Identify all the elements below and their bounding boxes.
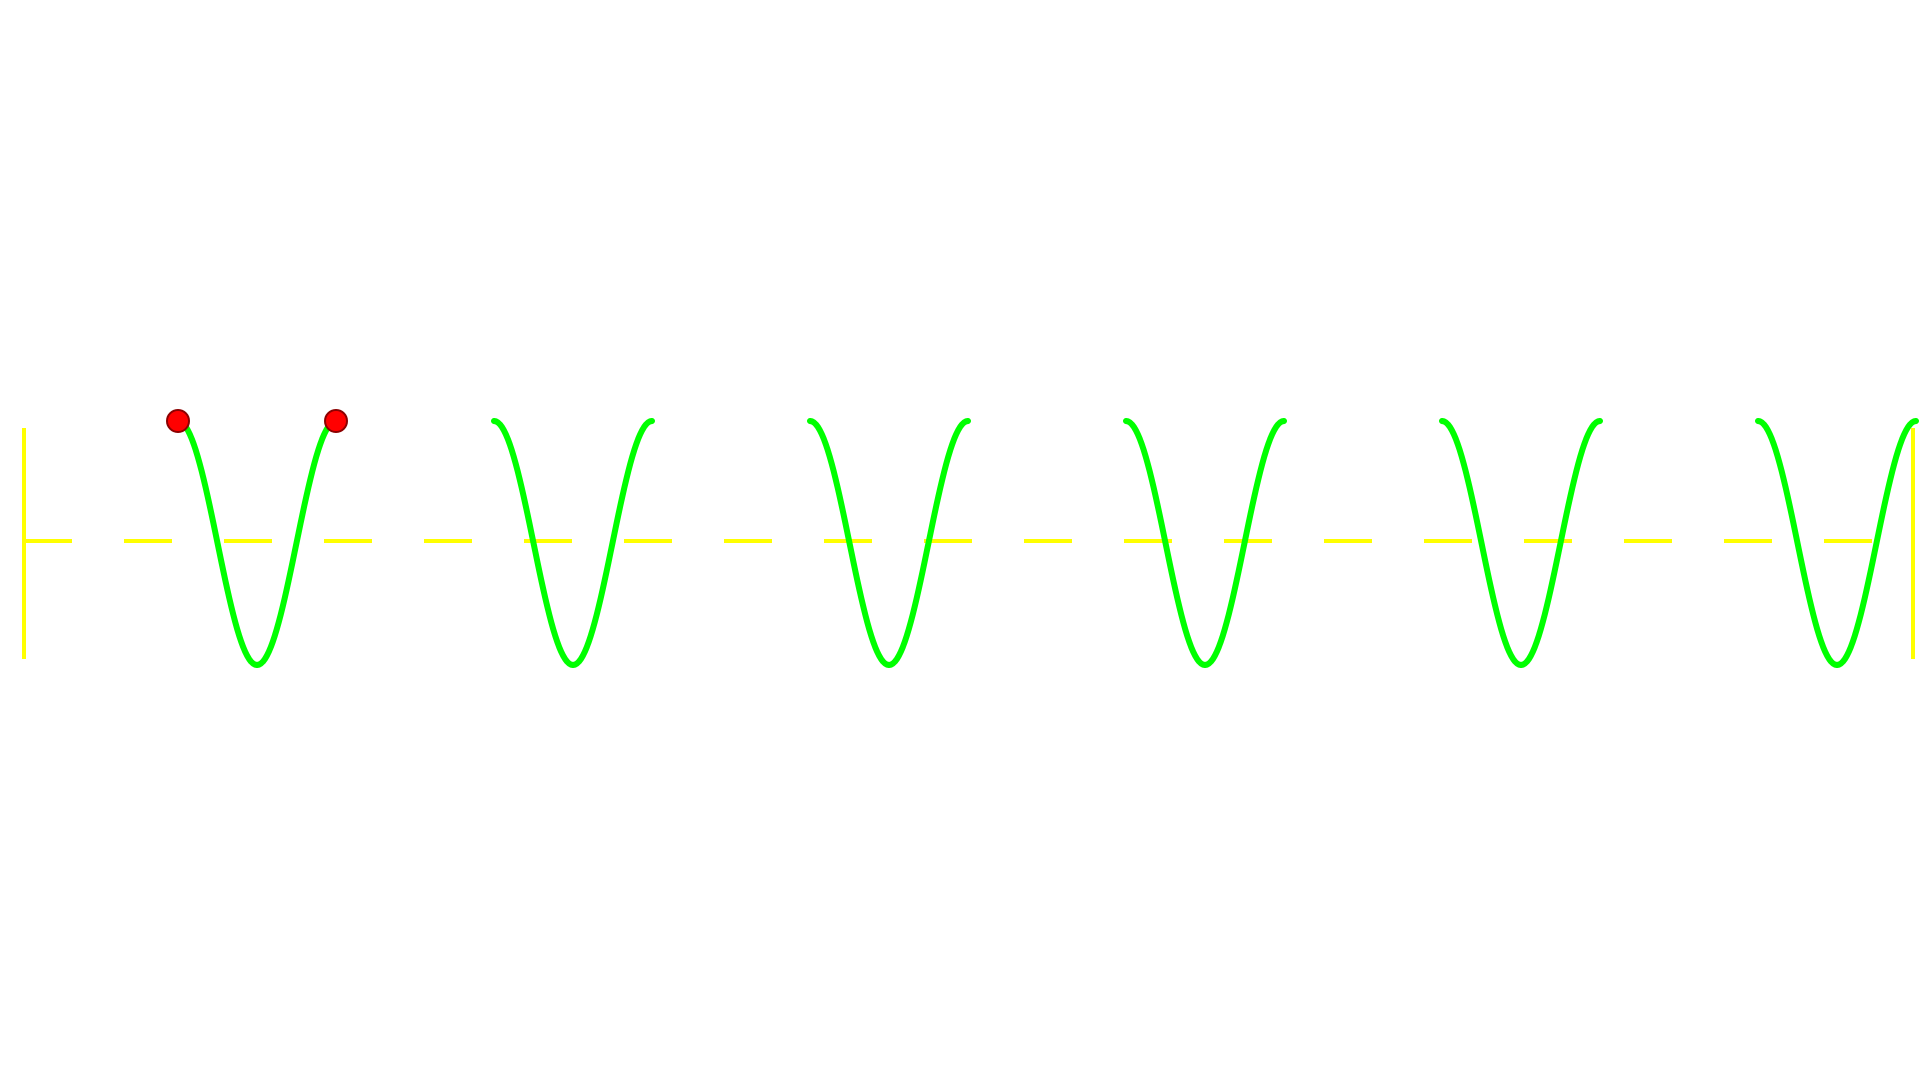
wave-segment [1123, 418, 1287, 668]
marker-point[interactable] [324, 409, 348, 433]
wave-segment [491, 418, 655, 668]
wave-segment [1755, 418, 1919, 668]
wave-segment [807, 418, 971, 668]
point-layer [166, 409, 348, 433]
wave-segment [175, 418, 339, 668]
wave-segment [1439, 418, 1603, 668]
wave-layer [175, 418, 1919, 668]
axis-layer [22, 428, 1915, 659]
marker-point[interactable] [166, 409, 190, 433]
